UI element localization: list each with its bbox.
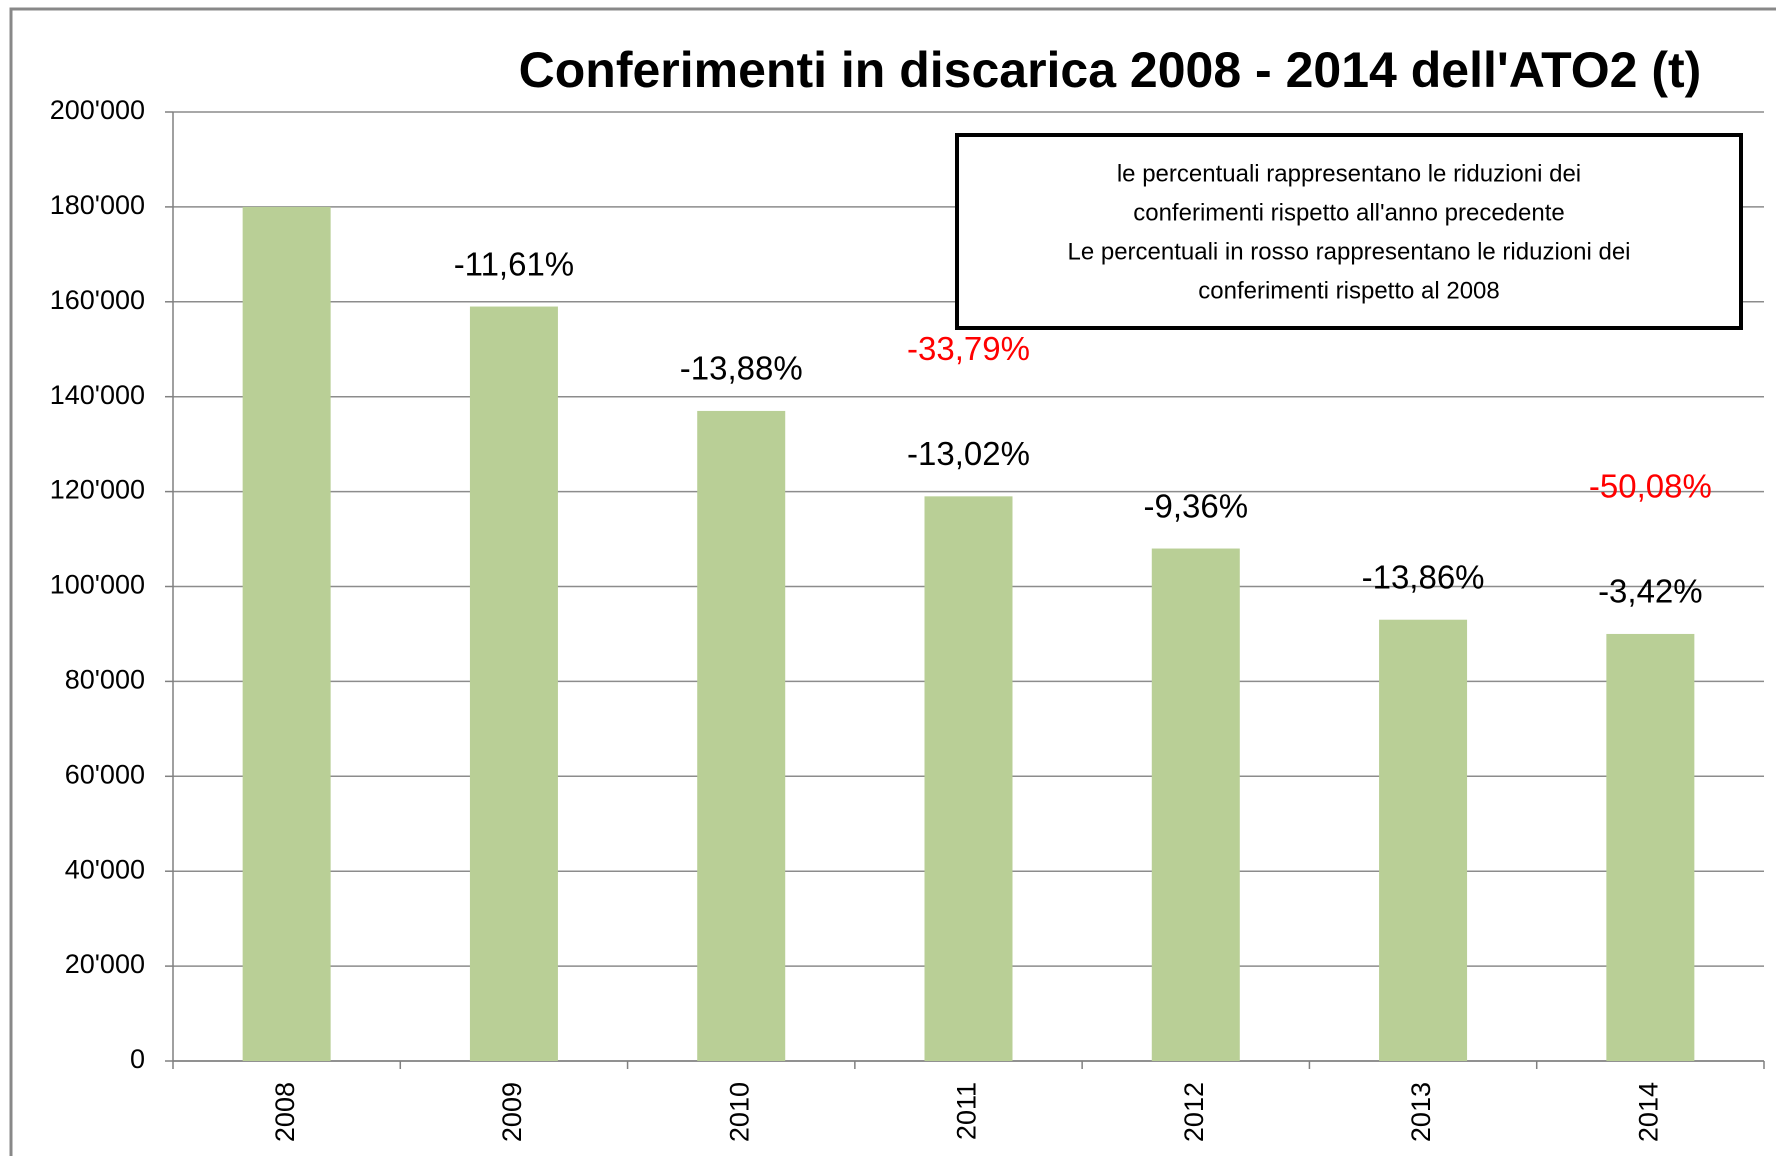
- change-vs-2008-label: -33,79%: [907, 330, 1030, 367]
- note-line: conferimenti rispetto all'anno precedent…: [1133, 199, 1565, 226]
- y-tick-label: 140'000: [50, 380, 145, 410]
- y-tick-label: 40'000: [65, 854, 145, 884]
- x-tick-label: 2010: [724, 1082, 754, 1142]
- bar: [697, 410, 786, 1061]
- bar: [242, 206, 331, 1061]
- bar: [924, 496, 1013, 1062]
- change-label: -11,61%: [454, 245, 574, 282]
- change-label: -13,86%: [1362, 558, 1485, 595]
- y-tick-label: 60'000: [65, 759, 145, 789]
- chart-title: Conferimenti in discarica 2008 - 2014 de…: [519, 42, 1702, 98]
- y-tick-label: 0: [130, 1044, 145, 1074]
- change-label: -13,88%: [680, 350, 803, 387]
- note-box: [955, 133, 1743, 330]
- y-tick-label: 80'000: [65, 665, 145, 695]
- y-tick-label: 160'000: [50, 285, 145, 315]
- x-tick-label: 2011: [952, 1082, 982, 1140]
- change-label: -9,36%: [1144, 487, 1249, 524]
- note-line: conferimenti rispetto al 2008: [1198, 277, 1500, 304]
- bar: [1606, 633, 1695, 1061]
- y-tick-label: 100'000: [50, 570, 145, 600]
- note-line: le percentuali rappresentano le riduzion…: [1117, 160, 1581, 187]
- y-tick-label: 200'000: [50, 95, 145, 125]
- x-tick-label: 2014: [1633, 1082, 1663, 1142]
- x-tick-label: 2009: [497, 1082, 527, 1142]
- note-line: Le percentuali in rosso rappresentano le…: [1067, 238, 1630, 265]
- y-tick-label: 180'000: [50, 190, 145, 220]
- x-tick-label: 2013: [1406, 1082, 1436, 1142]
- change-label: -3,42%: [1598, 573, 1703, 610]
- change-label: -13,02%: [907, 435, 1030, 472]
- bar: [1379, 619, 1468, 1061]
- x-tick-label: 2008: [270, 1082, 300, 1142]
- x-tick-label: 2012: [1179, 1082, 1209, 1142]
- y-tick-label: 20'000: [65, 949, 145, 979]
- y-tick-label: 120'000: [50, 475, 145, 505]
- bar: [469, 306, 558, 1061]
- bar: [1151, 548, 1240, 1061]
- change-vs-2008-label: -50,08%: [1589, 468, 1712, 505]
